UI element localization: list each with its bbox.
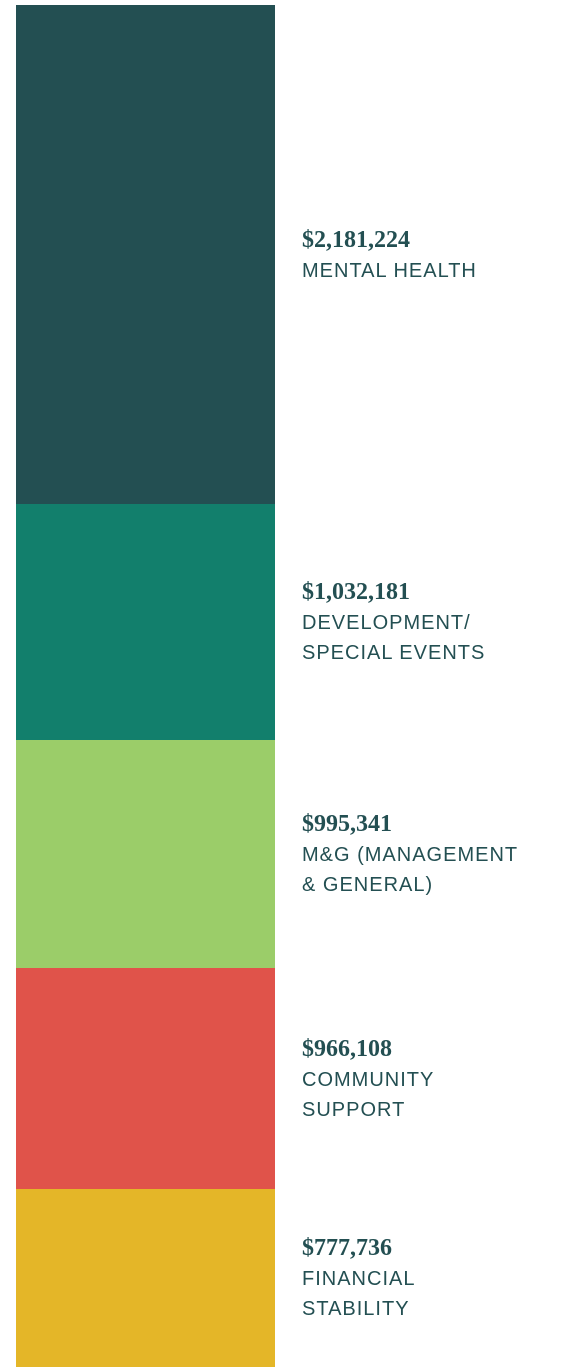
category-label: M&G (MANAGEMENT & GENERAL) [302,844,518,897]
category-label: MENTAL HEALTH [302,259,477,282]
segment-label: $966,108 COMMUNITY SUPPORT [302,1033,524,1125]
category-label: DEVELOPMENT/ SPECIAL EVENTS [302,612,486,665]
value-label: $777,736 [302,1235,392,1262]
value-label: $1,032,181 [302,579,410,606]
segment-label: $777,736 FINANCIAL STABILITY [302,1232,524,1324]
bar-segment [16,740,275,968]
segment-label: $2,181,224 MENTAL HEALTH [302,224,524,286]
bar-segment [16,967,275,1190]
bar-segment [16,5,275,505]
value-label: $995,341 [302,811,392,838]
segment-label: $1,032,181 DEVELOPMENT/ SPECIAL EVENTS [302,576,524,668]
value-label: $2,181,224 [302,226,410,253]
category-label: COMMUNITY SUPPORT [302,1068,434,1121]
category-label: FINANCIAL STABILITY [302,1268,415,1321]
segment-label: $995,341 M&G (MANAGEMENT & GENERAL) [302,808,524,900]
value-label: $966,108 [302,1035,392,1062]
bar-segment [16,1189,275,1367]
bar-segment [16,504,275,741]
